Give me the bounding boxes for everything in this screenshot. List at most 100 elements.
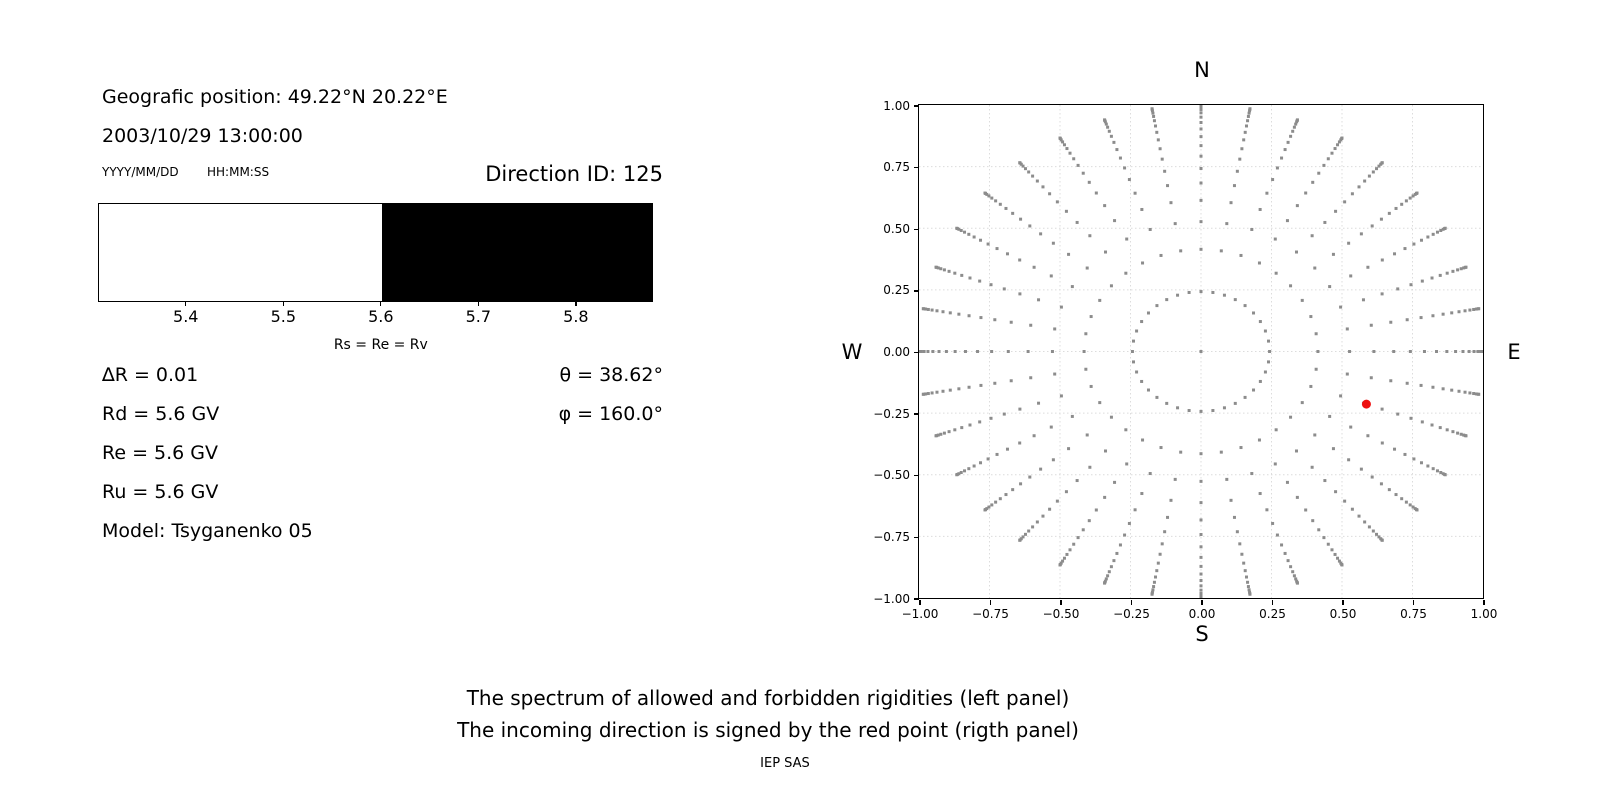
direction-dot [1289,135,1293,139]
direction-dot [1123,533,1127,537]
direction-dot [1346,372,1350,376]
direction-dot [978,420,982,424]
direction-dot [934,266,938,270]
direction-dot [1477,307,1481,311]
direction-dot [949,311,953,315]
direction-dot [1291,570,1295,574]
direction-dot [1155,396,1159,400]
direction-dot [1357,185,1361,189]
direction-dot [1393,448,1397,452]
direction-dot [960,274,964,278]
x-tick-label: 0.00 [1188,607,1216,621]
direction-dot [986,457,990,461]
direction-dot [1199,111,1203,115]
direction-dot [1011,488,1015,492]
direction-dot [1421,279,1425,283]
direction-dot [1056,200,1060,204]
y-tick-mark [914,413,919,415]
direction-dot [1340,563,1344,567]
direction-dot [1301,401,1305,405]
direction-dot [1229,499,1233,503]
direction-dot [995,247,999,251]
direction-dot [1304,191,1308,195]
direction-dot [1313,433,1317,437]
y-tick-label: 1.00 [883,98,910,113]
x-tick-mark [1201,600,1203,605]
direction-dot [1159,254,1163,258]
y-tick-label: 0.75 [883,160,910,175]
compass-east-label: E [1507,340,1521,364]
direction-dot [1065,147,1069,151]
direction-dot [1258,438,1262,442]
direction-dot [1439,471,1443,475]
direction-dot [1309,315,1313,319]
direction-dot [1472,308,1476,312]
direction-dot [1199,116,1203,120]
direction-dot [1223,406,1227,410]
x-tick-label: 0.75 [1400,607,1427,621]
y-tick-label: 0.00 [883,345,910,359]
direction-dot [1060,394,1064,398]
direction-dot [953,272,957,276]
direction-dot [1456,432,1460,436]
direction-dot [1041,515,1045,519]
direction-dot [1403,247,1407,251]
direction-dot [1157,562,1161,566]
direction-dot [1371,475,1375,479]
direction-dot [1169,201,1173,205]
direction-dot [1199,248,1203,252]
direction-dot [1140,492,1144,496]
direction-dot [1039,232,1043,236]
direction-dot [955,227,959,231]
direction-dot [1368,525,1372,529]
direction-dot [1021,535,1025,539]
direction-dot [1381,408,1385,412]
direction-dot [1405,199,1409,203]
spectrum-tick-mark [477,301,480,306]
direction-dot [1454,350,1458,354]
direction-dot [1110,416,1114,420]
direction-dot [1240,147,1244,151]
direction-dot [1252,311,1256,315]
direction-dot [1082,350,1086,354]
direction-dot [1065,210,1069,214]
direction-dot [1199,199,1203,203]
direction-dot [1027,529,1031,533]
x-tick-mark [1412,600,1415,605]
direction-dot [1259,380,1263,384]
direction-dot [1388,212,1392,216]
direction-dot [1056,500,1060,504]
direction-dot [1457,390,1461,394]
direction-dot [1119,543,1123,547]
direction-dot [1061,140,1065,144]
direction-dot [941,390,945,394]
param-rd: Rd = 5.6 GV [102,403,220,425]
direction-dot [1239,254,1243,258]
direction-dot [1343,500,1347,504]
direction-dot [1293,574,1297,578]
direction-dot [973,464,977,468]
param-ru: Ru = 5.6 GV [102,481,219,503]
y-tick-label: −1.00 [873,591,910,606]
direction-dot [1067,253,1071,257]
direction-dot [1464,266,1468,270]
direction-dot [1155,131,1159,135]
spectrum-tick-label: 5.8 [563,307,589,326]
direction-dot [1223,294,1227,298]
direction-dot [1112,559,1116,563]
direction-dot [1406,318,1410,322]
direction-dot [1274,462,1278,466]
direction-dot [1006,448,1010,452]
direction-dot [1357,515,1361,519]
direction-dot [1036,179,1040,183]
direction-dot [1431,314,1435,318]
direction-dot [1039,468,1043,472]
y-tick-label: −0.25 [873,406,910,421]
direction-dot [1110,284,1114,288]
direction-dot [1334,490,1338,494]
direction-dot [1267,340,1271,344]
direction-dot [1052,458,1056,462]
direction-dot [949,389,953,393]
direction-dot [1330,548,1334,552]
